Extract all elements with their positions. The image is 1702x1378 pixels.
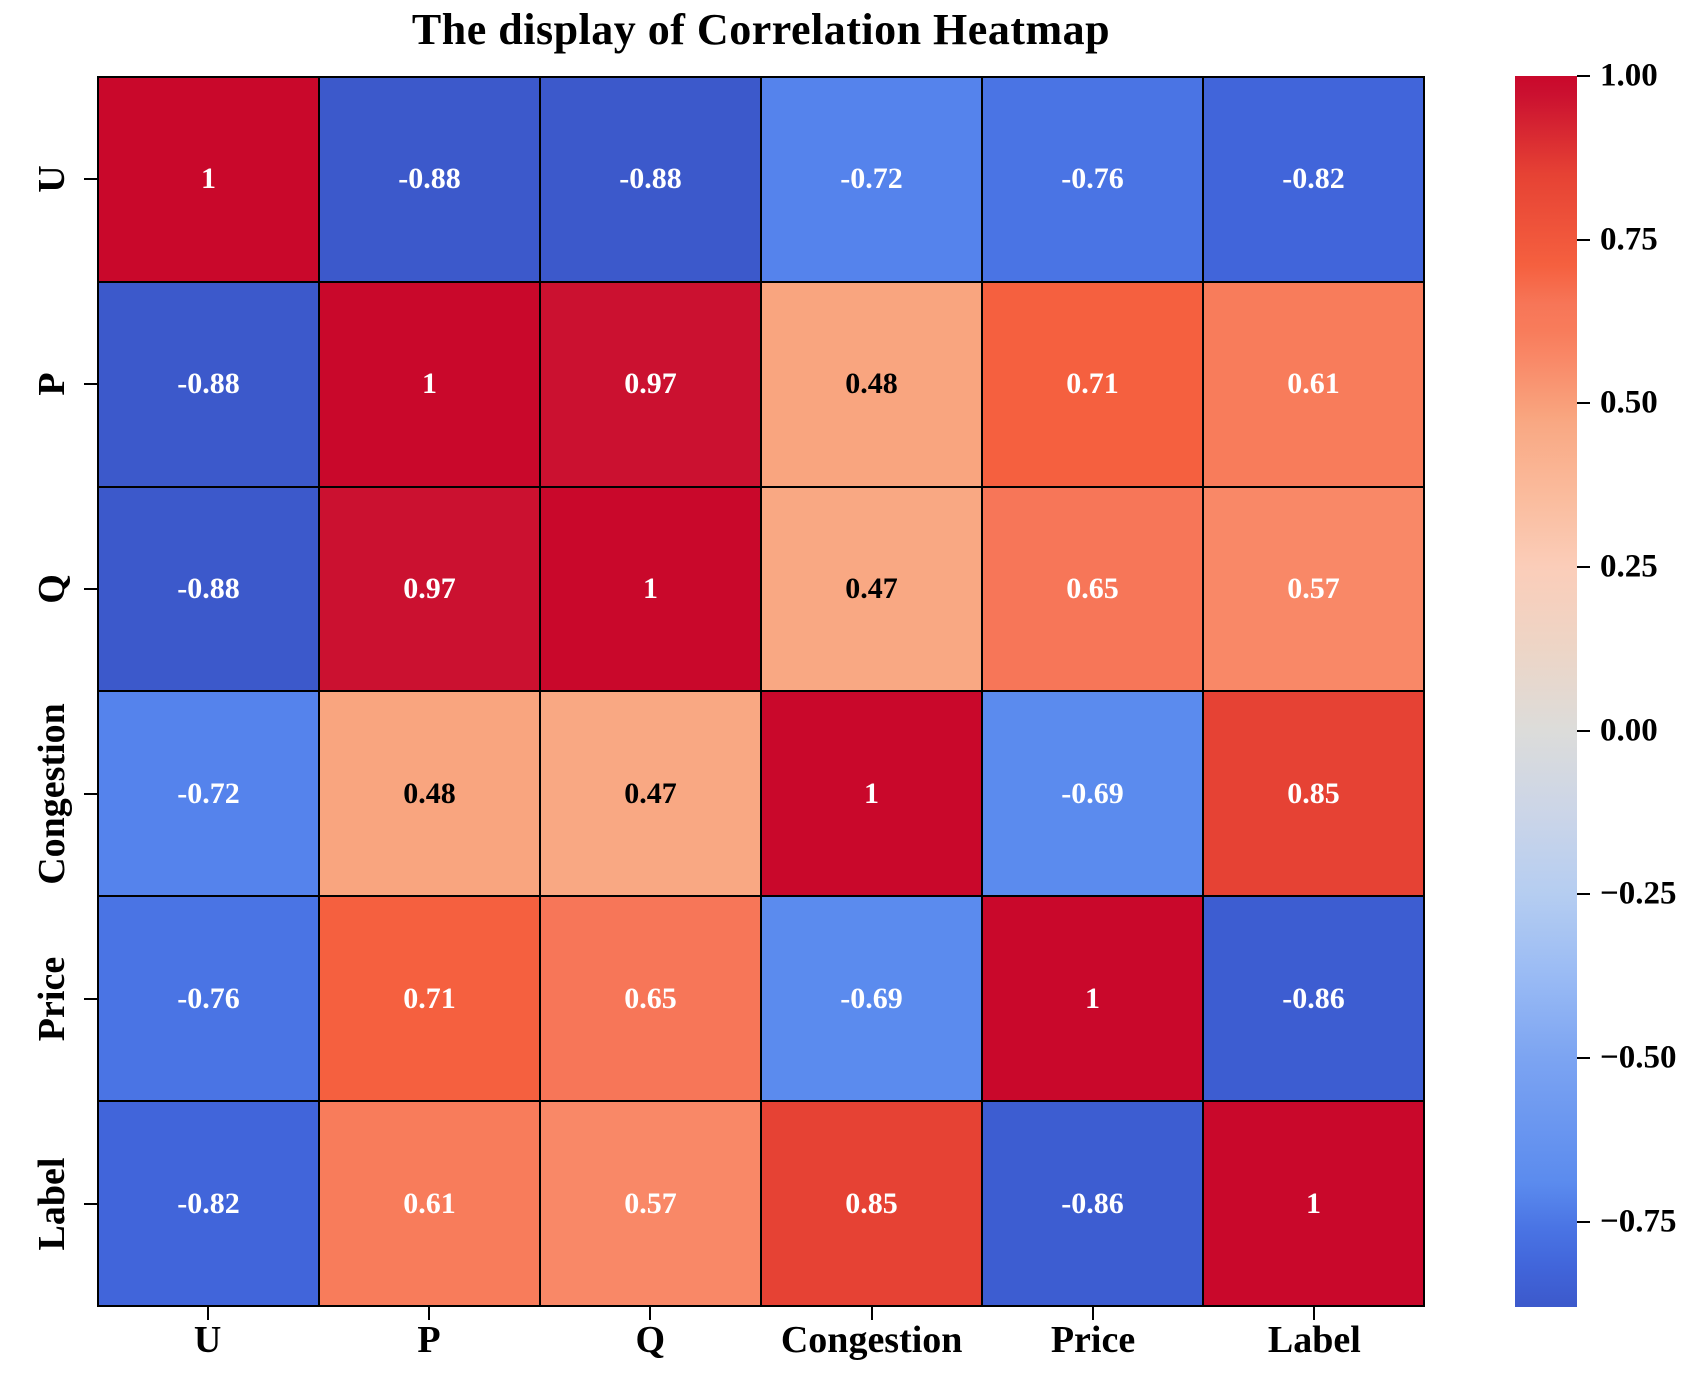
colorbar-tick-−0.25	[1577, 893, 1590, 896]
heatmap-grid: 1 -0.88 -0.88 -0.72 -0.76 -0.82 -0.88 1 0.97 0.48…	[97, 76, 1425, 1307]
heatmap-cell-P-Congestion: 0.48	[762, 282, 981, 486]
x-axis-label-Price: Price	[1050, 1319, 1136, 1361]
heatmap-cell-Congestion-Label: 0.85	[1204, 692, 1423, 896]
heatmap-cell-Congestion-U: -0.72	[99, 692, 318, 896]
x-tick-Q	[649, 1307, 652, 1320]
heatmap-cell-Congestion-Q: 0.47	[541, 692, 760, 896]
colorbar	[1515, 76, 1577, 1307]
x-axis-label-Q: Q	[635, 1319, 666, 1361]
x-tick-Price	[1092, 1307, 1094, 1320]
colorbar-tick-0.25	[1577, 566, 1590, 569]
heatmap-cell-P-Q: 0.97	[541, 282, 760, 486]
heatmap-cell-P-Price: 0.71	[983, 282, 1202, 486]
y-tick-Q	[84, 587, 97, 590]
heatmap-cell-Q-Price: 0.65	[983, 487, 1202, 691]
heatmap-cell-Congestion-Congestion: 1	[762, 692, 981, 896]
colorbar-tick-−0.75	[1577, 1220, 1590, 1223]
colorbar-tick-label-−0.50: −0.50	[1600, 1039, 1677, 1076]
x-axis-label-U: U	[193, 1319, 222, 1361]
colorbar-tick-1.00	[1577, 75, 1590, 77]
heatmap-cell-U-Q: -0.88	[541, 78, 760, 281]
x-tick-Label	[1313, 1307, 1316, 1320]
colorbar-tick-0.75	[1577, 238, 1590, 241]
y-tick-Congestion	[84, 793, 97, 796]
colorbar-tick-label-0.50: 0.50	[1600, 384, 1658, 421]
y-axis-label-P: P	[31, 372, 73, 396]
heatmap-cell-Q-Congestion: 0.47	[762, 487, 981, 691]
colorbar-tick-0.50	[1577, 402, 1590, 405]
heatmap-cell-Q-Q: 1	[541, 487, 760, 691]
heatmap-cell-Q-U: -0.88	[99, 487, 318, 691]
heatmap-cell-Q-P: 0.97	[320, 487, 539, 691]
heatmap-cell-Label-Q: 0.57	[541, 1102, 760, 1305]
heatmap-cell-Congestion-Price: -0.69	[983, 692, 1202, 896]
heatmap-cell-U-P: -0.88	[320, 78, 539, 281]
heatmap-cell-U-Price: -0.76	[983, 78, 1202, 281]
colorbar-tick-label-0.25: 0.25	[1600, 548, 1658, 585]
y-axis-label-Label: Label	[31, 1157, 73, 1251]
y-axis-label-Q: Q	[31, 574, 73, 604]
colorbar-tick-−0.50	[1577, 1057, 1590, 1060]
x-axis-label-P: P	[417, 1319, 441, 1361]
colorbar-tick-0.00	[1577, 729, 1590, 732]
y-tick-P	[84, 382, 97, 385]
x-axis-label-Congestion: Congestion	[780, 1319, 963, 1361]
heatmap-cell-U-U: 1	[99, 78, 318, 281]
heatmap-cell-Label-Congestion: 0.85	[762, 1102, 981, 1305]
chart-title: The display of Correlation Heatmap	[411, 5, 1111, 54]
heatmap-cell-P-P: 1	[320, 282, 539, 486]
heatmap-cell-U-Label: -0.82	[1204, 78, 1423, 281]
colorbar-tick-label-0.00: 0.00	[1600, 712, 1658, 749]
heatmap-cell-P-U: -0.88	[99, 282, 318, 486]
x-tick-P	[428, 1307, 430, 1320]
y-axis-label-Price: Price	[31, 957, 73, 1042]
y-axis-label-Congestion: Congestion	[31, 703, 73, 885]
colorbar-tick-label-−0.25: −0.25	[1600, 875, 1677, 912]
heatmap-cell-Price-U: -0.76	[99, 897, 318, 1101]
x-tick-U	[206, 1307, 209, 1320]
y-tick-U	[84, 177, 97, 180]
heatmap-cell-U-Congestion: -0.72	[762, 78, 981, 281]
y-axis-label-U: U	[31, 164, 73, 193]
heatmap-cell-Label-U: -0.82	[99, 1102, 318, 1305]
heatmap-cell-Label-P: 0.61	[320, 1102, 539, 1305]
x-axis-label-Label: Label	[1267, 1319, 1361, 1361]
heatmap-cell-P-Label: 0.61	[1204, 282, 1423, 486]
heatmap-cell-Label-Price: -0.86	[983, 1102, 1202, 1305]
colorbar-tick-label-0.75: 0.75	[1600, 221, 1658, 258]
y-tick-Label	[84, 1203, 97, 1206]
x-tick-Congestion	[870, 1307, 873, 1320]
heatmap-cell-Price-Q: 0.65	[541, 897, 760, 1101]
heatmap-cell-Q-Label: 0.57	[1204, 487, 1423, 691]
heatmap-cell-Price-Congestion: -0.69	[762, 897, 981, 1101]
heatmap-cell-Price-Label: -0.86	[1204, 897, 1423, 1101]
heatmap-cell-Price-Price: 1	[983, 897, 1202, 1101]
y-tick-Price	[84, 998, 97, 1001]
heatmap-cell-Congestion-P: 0.48	[320, 692, 539, 896]
colorbar-tick-label-−0.75: −0.75	[1600, 1203, 1677, 1240]
heatmap-cell-Label-Label: 1	[1204, 1102, 1423, 1305]
colorbar-tick-label-1.00: 1.00	[1600, 57, 1658, 94]
heatmap-cell-Price-P: 0.71	[320, 897, 539, 1101]
